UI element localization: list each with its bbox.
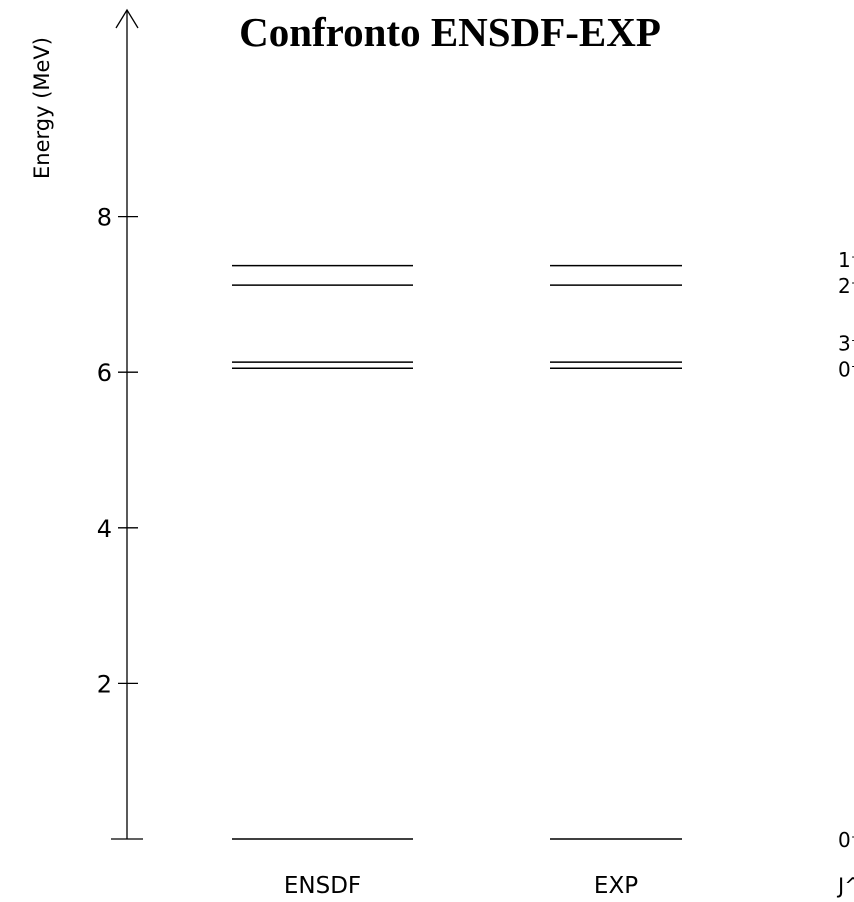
y-tick-label: 8 (97, 204, 112, 232)
column-label-ensdf: ENSDF (284, 873, 361, 899)
y-axis: 2 4 6 8 Energy (MeV) (30, 8, 143, 840)
y-axis-arrowhead (115, 8, 139, 29)
column-label-exp: EXP (594, 873, 638, 899)
jpi-label: 0⁺ (838, 828, 854, 852)
y-axis-label: Energy (MeV) (30, 37, 54, 179)
jpi-label: 1⁻ (838, 248, 854, 272)
y-tick-label: 4 (97, 515, 112, 543)
chart-title: Confronto ENSDF-EXP (239, 9, 661, 55)
jpi-column-header: J^π (836, 874, 854, 898)
levels (232, 264, 682, 840)
jpi-label: 0⁺ (838, 357, 854, 381)
y-tick-label: 6 (97, 359, 112, 387)
jpi-label: 3⁻ (838, 331, 854, 355)
y-tick-label: 2 (97, 670, 112, 698)
jpi-label: 2⁺ (838, 274, 854, 298)
